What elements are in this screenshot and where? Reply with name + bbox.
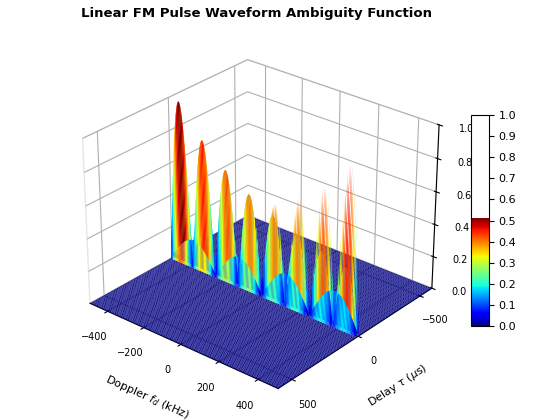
X-axis label: Doppler $f_d$ (kHz): Doppler $f_d$ (kHz) bbox=[103, 373, 192, 420]
Title: Linear FM Pulse Waveform Ambiguity Function: Linear FM Pulse Waveform Ambiguity Funct… bbox=[81, 7, 432, 20]
Y-axis label: Delay $\tau$ ($\mu$s): Delay $\tau$ ($\mu$s) bbox=[365, 361, 430, 410]
